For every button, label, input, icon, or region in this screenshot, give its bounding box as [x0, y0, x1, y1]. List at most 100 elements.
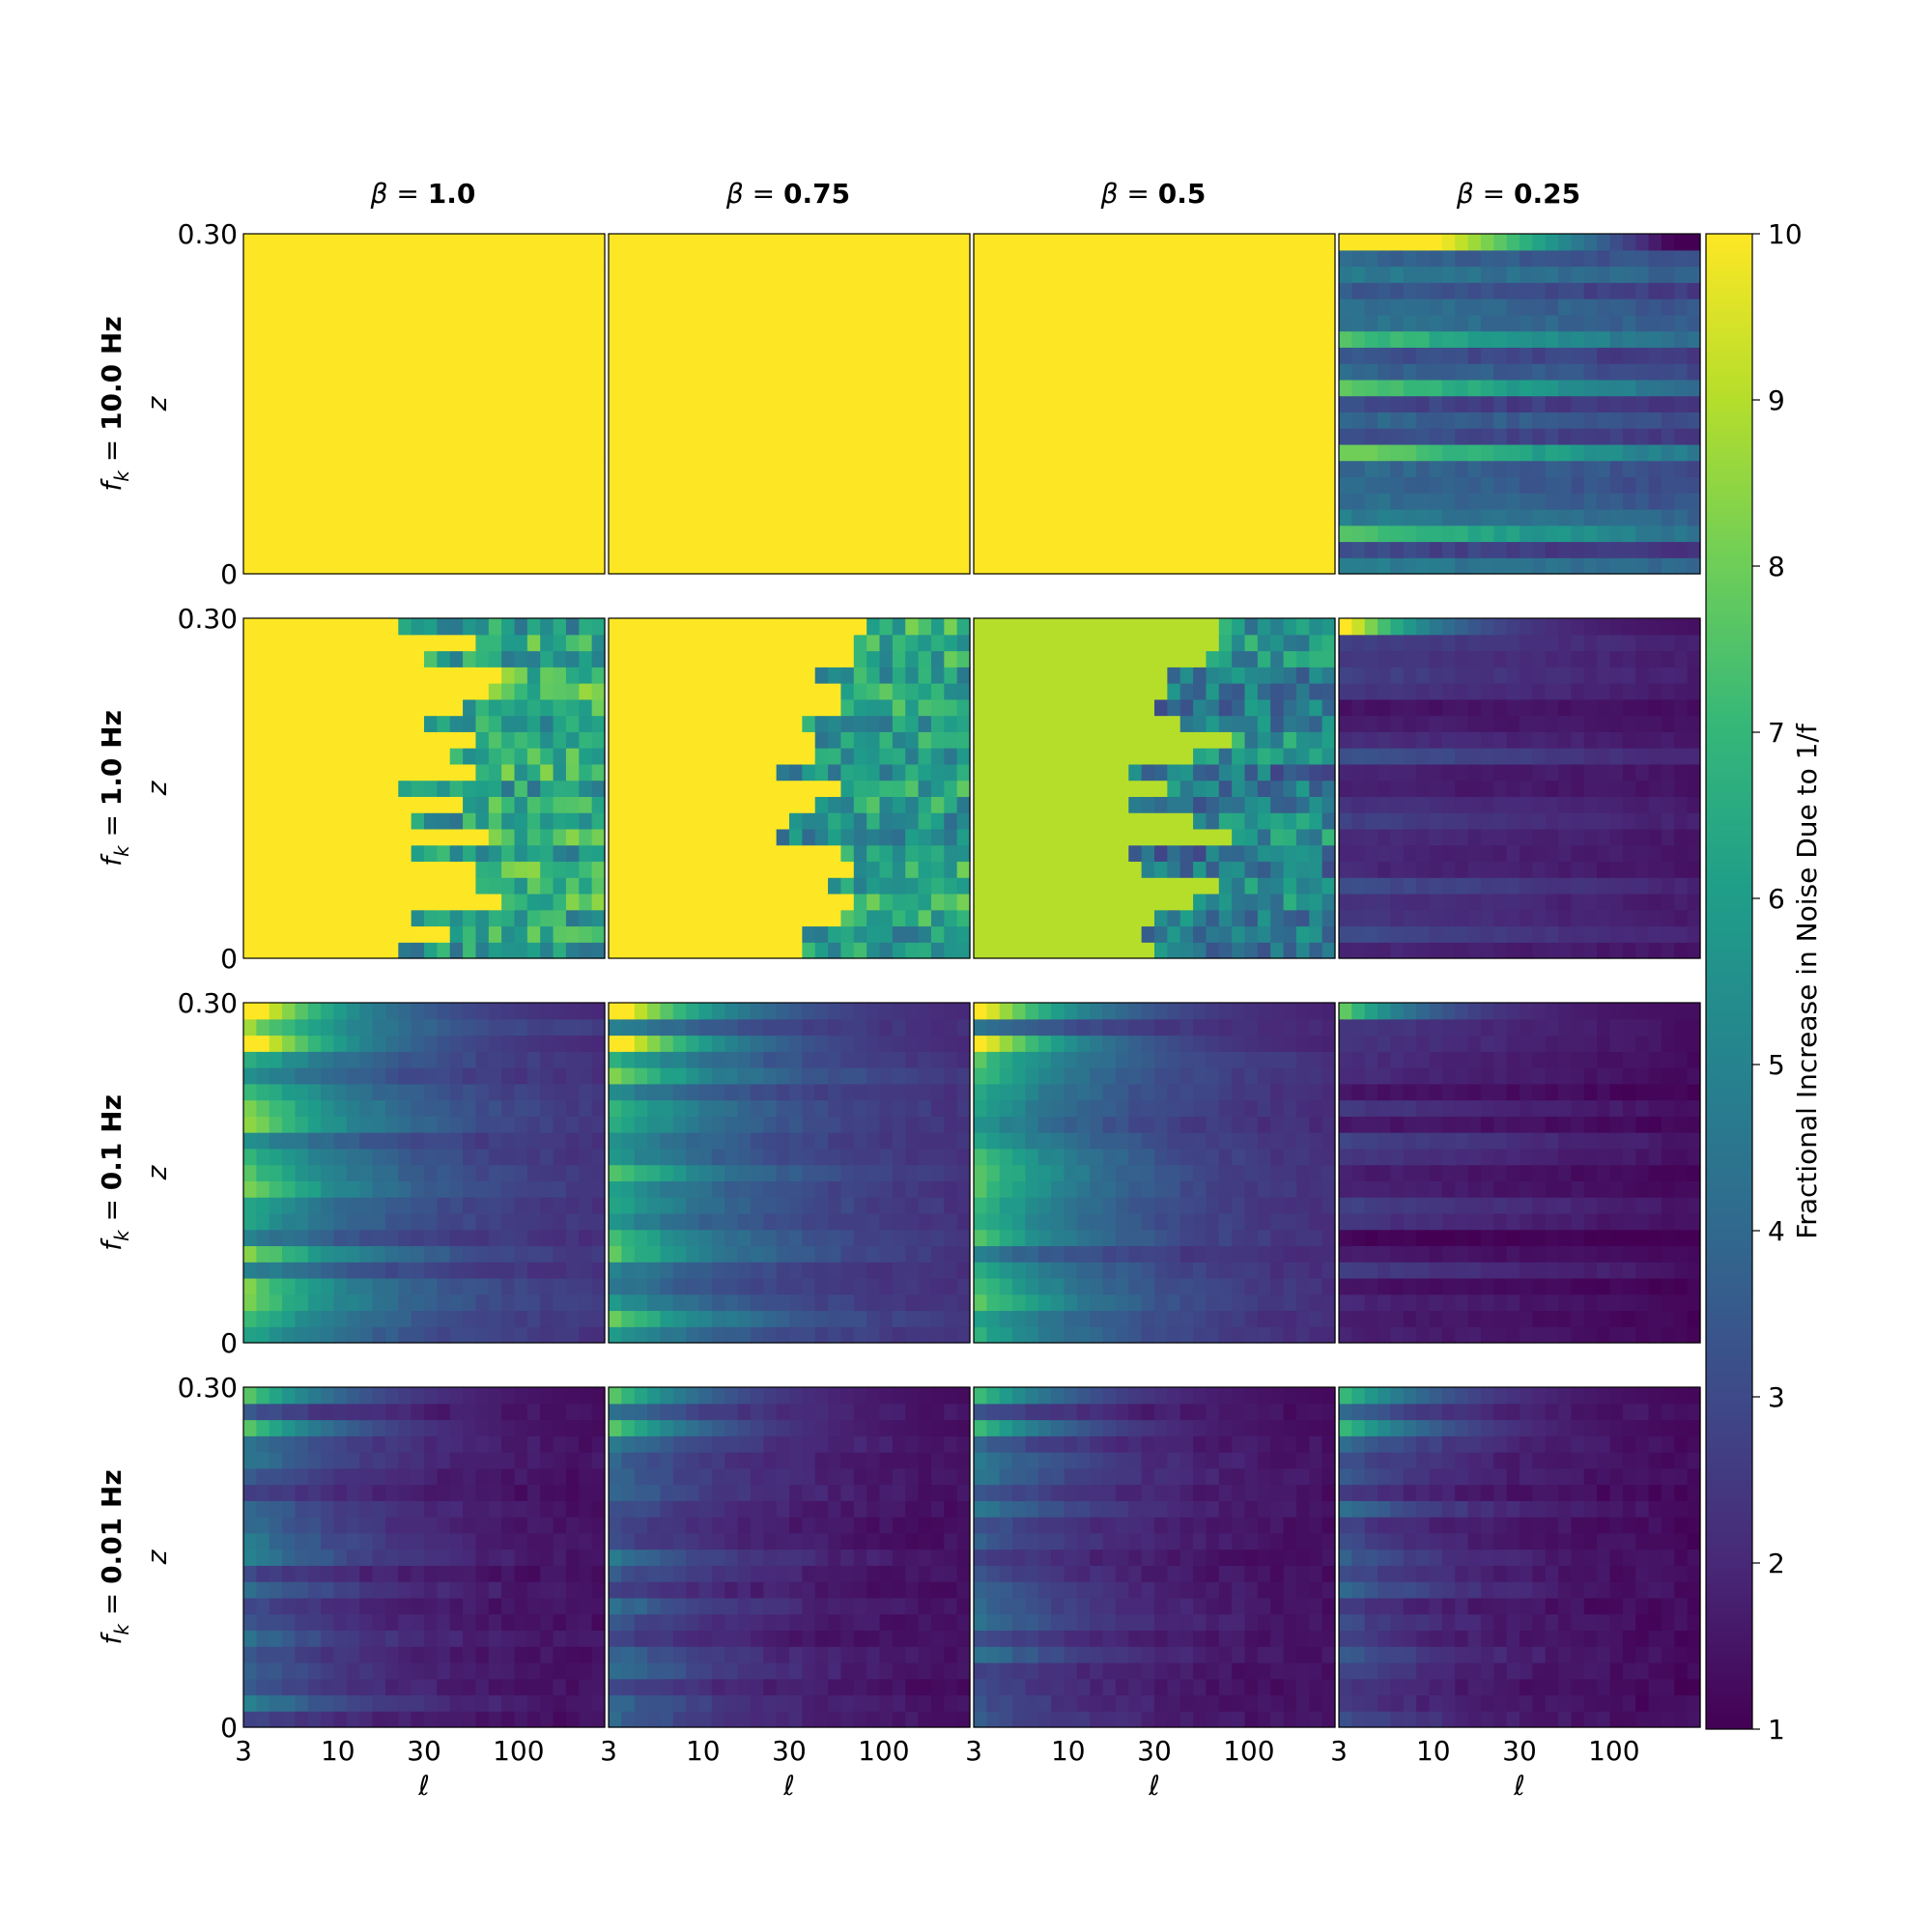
heatmap-cell — [1661, 443, 1675, 462]
heatmap-cell — [1128, 314, 1143, 332]
heatmap-cell — [384, 1245, 399, 1263]
heatmap-cell — [986, 363, 1001, 381]
heatmap-cell — [1467, 476, 1482, 494]
heatmap-cell — [1351, 634, 1366, 652]
heatmap-cell — [424, 249, 438, 268]
heatmap-cell — [1051, 861, 1065, 878]
heatmap-cell — [424, 763, 438, 781]
heatmap-cell — [1403, 731, 1417, 749]
heatmap-cell — [905, 812, 920, 830]
heatmap-cell — [1206, 667, 1220, 684]
heatmap-cell — [591, 266, 606, 283]
heatmap-cell — [1378, 314, 1392, 332]
heatmap-cell — [1012, 363, 1027, 381]
heatmap-cell — [1571, 942, 1585, 959]
heatmap-cell — [282, 844, 297, 863]
heatmap-cell — [1622, 618, 1636, 636]
heatmap-cell — [1154, 780, 1168, 797]
heatmap-cell — [1416, 330, 1431, 348]
heatmap-cell — [724, 780, 739, 797]
heatmap-cell — [1545, 942, 1559, 959]
heatmap-cell — [463, 347, 477, 364]
heatmap-cell — [321, 909, 335, 927]
heatmap-cell — [449, 541, 464, 558]
heatmap-cell — [828, 395, 842, 412]
heatmap-cell — [986, 298, 1001, 316]
heatmap-cell — [1232, 525, 1246, 543]
heatmap-cell — [501, 844, 516, 863]
heatmap-cell — [398, 909, 412, 927]
heatmap-cell — [437, 266, 451, 283]
heatmap-cell — [475, 1293, 490, 1312]
heatmap-cell — [986, 698, 1001, 717]
heatmap-cell — [1648, 249, 1662, 268]
heatmap-cell — [540, 1310, 554, 1327]
heatmap-cell — [1661, 282, 1675, 299]
heatmap-cell — [1480, 683, 1494, 700]
heatmap-cell — [1455, 266, 1469, 283]
heatmap-cell — [411, 443, 425, 462]
heatmap-cell — [1351, 282, 1366, 299]
heatmap-cell — [1167, 282, 1181, 299]
heatmap-cell — [1635, 443, 1650, 462]
heatmap-cell — [282, 812, 297, 830]
heatmap-cell — [1480, 282, 1494, 299]
heatmap-cell — [698, 861, 713, 878]
heatmap-cell — [359, 298, 374, 316]
heatmap-cell — [1295, 428, 1310, 445]
heatmap-cell — [1506, 861, 1520, 878]
heatmap-cell — [853, 893, 867, 911]
heatmap-cell — [918, 650, 932, 668]
heatmap-cell — [591, 748, 606, 765]
heatmap-cell — [1558, 634, 1573, 652]
heatmap-cell — [372, 698, 386, 717]
heatmap-cell — [1090, 650, 1104, 668]
heatmap-cell — [553, 525, 567, 543]
heatmap-cell — [333, 893, 348, 911]
heatmap-cell — [437, 828, 451, 846]
heatmap-cell — [501, 557, 516, 575]
heatmap-cell — [647, 347, 662, 364]
heatmap-cell — [449, 363, 464, 381]
heatmap-cell — [1441, 748, 1456, 765]
heatmap-cell — [591, 330, 606, 348]
heatmap-cell — [1257, 363, 1271, 381]
heatmap-cell — [526, 330, 541, 348]
heatmap-cell — [424, 925, 438, 943]
heatmap-cell — [1480, 650, 1494, 668]
heatmap-cell — [814, 780, 829, 797]
heatmap-cell — [256, 1277, 270, 1295]
heatmap-cell — [475, 796, 490, 813]
heatmap-cell — [686, 298, 700, 316]
heatmap-cell — [437, 1212, 451, 1231]
heatmap-cell — [553, 330, 567, 348]
heatmap-cell — [1506, 698, 1520, 717]
heatmap-cell — [956, 942, 971, 959]
heatmap-cell — [1622, 731, 1636, 749]
heatmap-cell — [672, 909, 687, 927]
heatmap-cell — [1622, 282, 1636, 299]
heatmap-cell — [750, 877, 764, 895]
heatmap-cell — [282, 893, 297, 911]
heatmap-cell — [763, 249, 778, 268]
heatmap-cell — [333, 796, 348, 813]
heatmap-cell — [1532, 844, 1547, 863]
heatmap-cell — [359, 748, 374, 765]
heatmap-cell — [1520, 234, 1533, 251]
heatmap-cell — [540, 763, 554, 781]
heatmap-cell — [346, 266, 360, 283]
heatmap-cell — [905, 861, 920, 878]
heatmap-cell — [828, 812, 842, 830]
heatmap-cell — [999, 314, 1013, 332]
heatmap-cell — [840, 314, 855, 332]
heatmap-cell — [384, 443, 399, 462]
heatmap-cell — [282, 379, 297, 397]
heatmap-cell — [737, 557, 752, 575]
heatmap-cell — [411, 1293, 425, 1312]
heatmap-cell — [1441, 877, 1456, 895]
heatmap-cell — [905, 763, 920, 781]
heatmap-cell — [295, 748, 309, 765]
heatmap-cell — [698, 379, 713, 397]
heatmap-cell — [776, 234, 790, 251]
heatmap-cell — [1378, 557, 1392, 575]
